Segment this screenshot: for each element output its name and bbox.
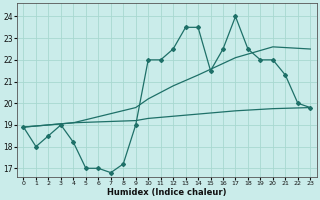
X-axis label: Humidex (Indice chaleur): Humidex (Indice chaleur) (107, 188, 227, 197)
